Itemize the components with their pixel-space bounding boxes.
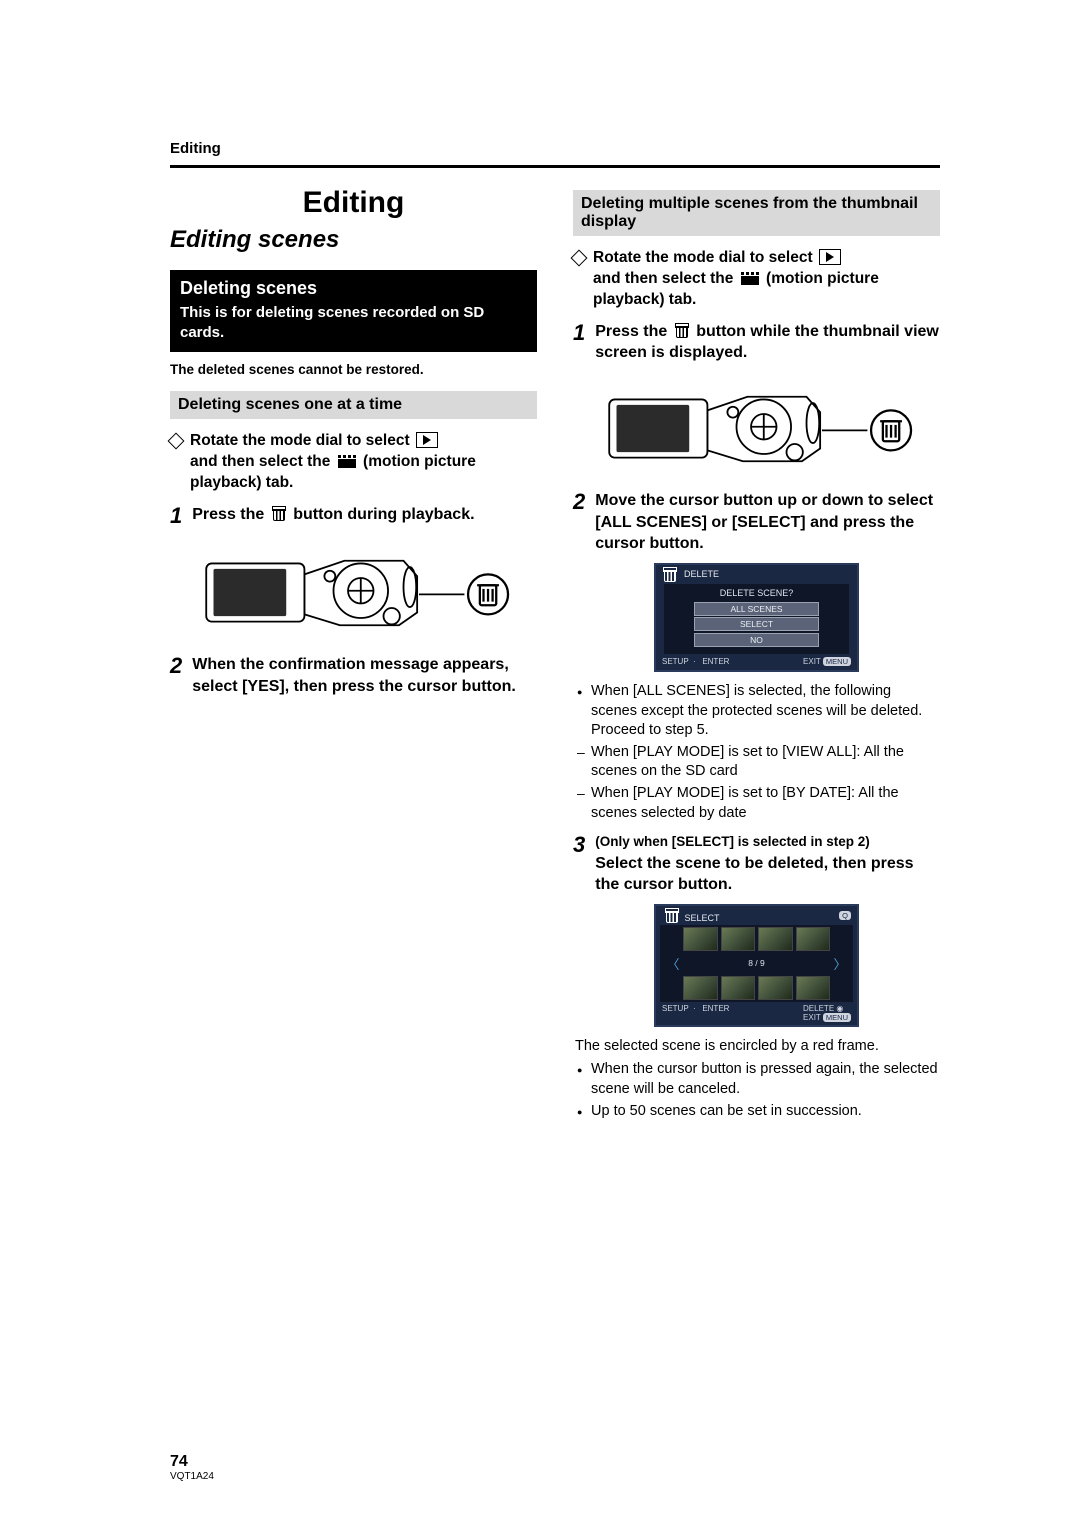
motion-picture-icon — [741, 272, 759, 285]
r-s3-main: Select the scene to be deleted, then pre… — [595, 855, 913, 894]
after-dialog-bullets: When [ALL SCENES] is selected, the follo… — [577, 682, 940, 823]
left-step-1: 1 Press the button during playback. — [170, 504, 537, 528]
thumb — [721, 927, 756, 951]
delete-dialog-screenshot: DELETE DELETE SCENE? ALL SCENES SELECT N… — [654, 563, 859, 673]
dlg-question: DELETE SCENE? — [694, 588, 819, 598]
thumb — [796, 976, 831, 1000]
subtitle: Editing scenes — [170, 226, 537, 254]
s1-pre: Press the — [192, 506, 264, 523]
rotate-instruction-left: Rotate the mode dial to select and then … — [170, 431, 537, 494]
arrow-left-icon: 〈 — [666, 954, 680, 973]
section-label: Editing — [170, 140, 940, 157]
rotate-mid: and then select the — [190, 453, 330, 470]
section-rule — [170, 165, 940, 168]
ad-b1: When [ALL SCENES] is selected, the follo… — [577, 682, 940, 741]
rotate-instruction-right: Rotate the mode dial to select and then … — [573, 248, 940, 311]
motion-picture-icon — [338, 455, 356, 468]
s2-text: When the confirmation message appears, s… — [192, 654, 537, 697]
as-b1: When the cursor button is pressed again,… — [577, 1060, 940, 1099]
left-step-2: 2 When the confirmation message appears,… — [170, 654, 537, 697]
select-screenshot: SELECT Q 〈 8 / 9 〉 — [654, 904, 859, 1027]
dlg-foot-exit: EXIT — [803, 657, 821, 666]
trash-icon — [675, 323, 689, 338]
step-number: 2 — [170, 654, 182, 697]
right-column: Deleting multiple scenes from the thumbn… — [573, 186, 940, 1123]
step-number: 1 — [170, 504, 182, 528]
s1-post: button during playback. — [293, 506, 474, 523]
dlg-foot-setup: SETUP — [662, 657, 689, 666]
sel-foot-enter: ENTER — [702, 1004, 729, 1013]
ad-d1: When [PLAY MODE] is set to [VIEW ALL]: A… — [577, 743, 940, 782]
diamond-icon — [571, 250, 588, 267]
dlg-foot-menu: MENU — [823, 657, 851, 666]
dlg-title: DELETE — [684, 569, 719, 579]
r-s3-cond: (Only when [SELECT] is selected in step … — [595, 833, 940, 851]
trash-icon — [272, 506, 286, 521]
dlg-opt-all: ALL SCENES — [694, 602, 819, 616]
step-number: 3 — [573, 833, 585, 896]
dlg-foot-enter: ENTER — [702, 657, 729, 666]
multi-heading: Deleting multiple scenes from the thumbn… — [573, 190, 940, 236]
right-step-2: 2 Move the cursor button up or down to s… — [573, 490, 940, 555]
thumb — [683, 976, 718, 1000]
step-number: 2 — [573, 490, 585, 555]
thumb — [721, 976, 756, 1000]
sel-foot-setup: SETUP — [662, 1004, 689, 1013]
left-column: Editing Editing scenes Deleting scenes T… — [170, 186, 537, 1123]
camera-diagram-right — [573, 374, 940, 474]
arrow-right-icon: 〉 — [833, 954, 847, 973]
deleting-scenes-block: Deleting scenes This is for deleting sce… — [170, 270, 537, 352]
warning-text: The deleted scenes cannot be restored. — [170, 362, 537, 377]
sel-title: SELECT — [685, 913, 720, 923]
r-s1-pre: Press the — [595, 323, 667, 340]
step-number: 1 — [573, 321, 585, 364]
rotate-pre-r: Rotate the mode dial to select — [593, 249, 813, 266]
right-step-1: 1 Press the button while the thumbnail v… — [573, 321, 940, 364]
r-s2: Move the cursor button up or down to sel… — [595, 490, 940, 555]
camera-diagram-left — [170, 538, 537, 638]
sel-foot-exit: EXIT — [803, 1013, 821, 1022]
as-t1: The selected scene is encircled by a red… — [575, 1037, 940, 1057]
rotate-pre: Rotate the mode dial to select — [190, 432, 410, 449]
thumb — [758, 976, 793, 1000]
page-number: 74 — [170, 1453, 214, 1471]
deleting-scenes-subtitle: This is for deleting scenes recorded on … — [180, 303, 527, 342]
rotate-mid-r: and then select the — [593, 270, 733, 287]
trash-icon — [665, 908, 679, 923]
thumb — [683, 927, 718, 951]
dlg-opt-no: NO — [694, 633, 819, 647]
playback-mode-icon — [819, 249, 841, 265]
sel-cancel: Q — [839, 911, 851, 920]
one-at-a-time-heading: Deleting scenes one at a time — [170, 391, 537, 419]
page-footer: 74 VQT1A24 — [170, 1453, 214, 1482]
ad-d2: When [PLAY MODE] is set to [BY DATE]: Al… — [577, 784, 940, 823]
thumb — [758, 927, 793, 951]
diamond-icon — [168, 433, 185, 450]
deleting-scenes-title: Deleting scenes — [180, 278, 527, 299]
after-select-bullets: When the cursor button is pressed again,… — [577, 1060, 940, 1121]
right-step-3: 3 (Only when [SELECT] is selected in ste… — [573, 833, 940, 896]
doc-code: VQT1A24 — [170, 1471, 214, 1482]
dlg-opt-select: SELECT — [694, 617, 819, 631]
as-b2: Up to 50 scenes can be set in succession… — [577, 1102, 940, 1122]
sel-foot-menu: MENU — [823, 1013, 851, 1022]
sel-foot-delete: DELETE — [803, 1004, 834, 1013]
trash-icon — [663, 567, 677, 582]
thumb — [796, 927, 831, 951]
page-title: Editing — [170, 186, 537, 220]
sel-counter: 8 / 9 — [683, 957, 830, 969]
playback-mode-icon — [416, 432, 438, 448]
